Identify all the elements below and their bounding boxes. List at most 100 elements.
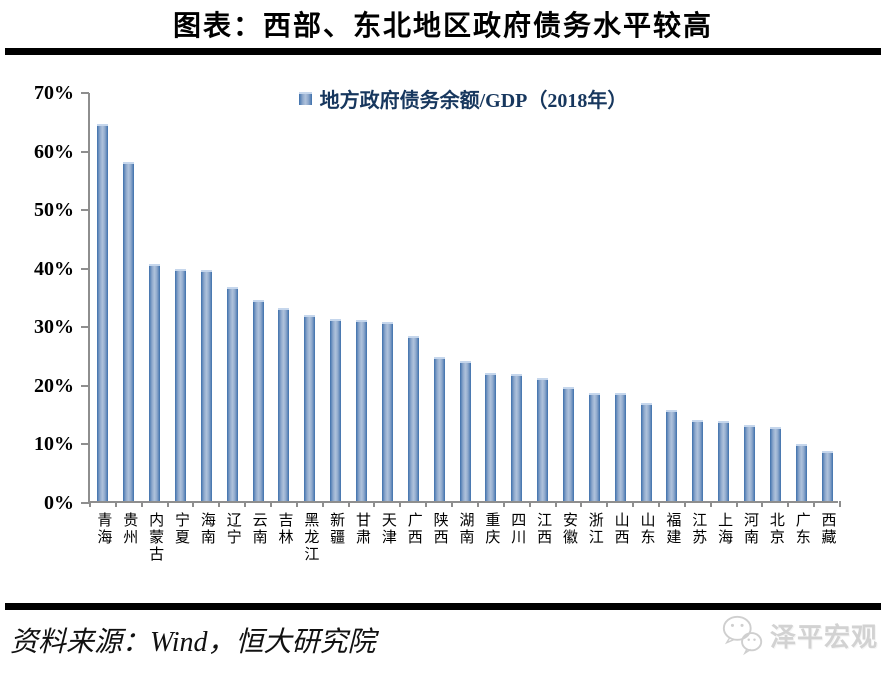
- x-axis-tick: [373, 501, 376, 507]
- bar: [459, 361, 471, 501]
- x-axis-tick: [347, 501, 350, 507]
- legend-square-icon: [298, 92, 312, 105]
- x-category-label: 北京: [762, 512, 788, 546]
- bar: [381, 322, 393, 501]
- x-category-label: 贵州: [116, 512, 142, 546]
- x-axis-tick: [476, 501, 479, 507]
- x-category-label-text: 西藏: [819, 512, 836, 546]
- bar: [666, 410, 678, 501]
- x-category-label-text: 四川: [509, 512, 526, 546]
- x-category-label: 青海: [90, 512, 116, 546]
- x-category-label: 内蒙古: [142, 512, 168, 563]
- x-axis-tick: [761, 501, 764, 507]
- x-category-label-text: 广西: [405, 512, 422, 546]
- y-axis-tick: [81, 150, 89, 153]
- x-category-label-text: 黑龙江: [302, 512, 319, 563]
- x-category-label-text: 新疆: [328, 512, 345, 546]
- plot-area: 0% 10% 20% 30% 40% 50% 60% 70% 青海 贵州 内蒙古 宁夏 海南 辽宁 云南 吉林…: [34, 83, 841, 563]
- wechat-bubbles-icon: [722, 615, 763, 656]
- x-category-label-text: 湖南: [457, 512, 474, 546]
- x-axis-tick: [709, 501, 712, 507]
- bottom-divider: [5, 603, 881, 610]
- x-axis-tick: [528, 501, 531, 507]
- x-category-label: 黑龙江: [297, 512, 323, 563]
- bar: [97, 123, 109, 501]
- y-axis-tick-label: 10%: [34, 433, 74, 456]
- x-category-label: 西藏: [814, 512, 840, 546]
- x-category-label: 云南: [245, 512, 271, 546]
- x-category-label: 山东: [633, 512, 659, 546]
- bar: [640, 402, 652, 501]
- x-category-label-text: 内蒙古: [147, 512, 164, 563]
- x-category-label: 广西: [400, 512, 426, 546]
- x-category-label: 重庆: [478, 512, 504, 546]
- bar: [304, 314, 316, 501]
- y-axis-tick: [81, 502, 89, 504]
- x-axis-tick: [502, 501, 505, 507]
- x-category-label: 陕西: [426, 512, 452, 546]
- y-axis-tick-label: 30%: [34, 316, 74, 339]
- x-category-label: 吉林: [271, 512, 297, 546]
- x-axis-tick: [580, 501, 583, 507]
- x-category-label-text: 上海: [716, 512, 733, 546]
- y-axis-tick-label: 0%: [44, 492, 74, 514]
- x-category-label-text: 江苏: [690, 512, 707, 546]
- x-category-label-text: 广东: [793, 512, 810, 546]
- x-axis-tick: [657, 501, 660, 507]
- x-axis-tick: [813, 501, 816, 507]
- bar: [123, 161, 135, 501]
- x-axis-tick: [632, 501, 635, 507]
- bar: [433, 356, 445, 501]
- x-category-label-text: 云南: [250, 512, 267, 546]
- brand-logo: 泽平宏观: [720, 612, 878, 658]
- bar: [511, 373, 523, 501]
- bar: [485, 373, 497, 501]
- x-category-label: 天津: [374, 512, 400, 546]
- x-category-label-text: 陕西: [431, 512, 448, 546]
- bar: [149, 263, 161, 501]
- bar: [356, 320, 368, 501]
- x-category-label: 安徽: [556, 512, 582, 546]
- x-category-label: 新疆: [323, 512, 349, 546]
- chart-title: 图表：西部、东北地区政府债务水平较高: [172, 11, 713, 42]
- y-axis-tick: [81, 384, 89, 387]
- x-category-label: 海南: [193, 512, 219, 546]
- bar: [562, 386, 574, 501]
- x-axis-tick: [606, 501, 609, 507]
- bar: [795, 444, 807, 501]
- x-category-label: 福建: [659, 512, 685, 546]
- x-axis-tick: [270, 501, 273, 507]
- x-category-label: 江西: [530, 512, 556, 546]
- x-axis-tick: [321, 501, 324, 507]
- x-category-label: 四川: [504, 512, 530, 546]
- bar: [330, 318, 342, 501]
- x-axis-tick: [554, 501, 557, 507]
- x-category-label-text: 江西: [535, 512, 552, 546]
- bar: [407, 336, 419, 501]
- top-divider: [5, 48, 881, 55]
- x-category-label: 江苏: [685, 512, 711, 546]
- y-axis-tick: [81, 92, 89, 94]
- x-axis-tick: [735, 501, 738, 507]
- x-category-label-text: 辽宁: [224, 512, 241, 546]
- x-category-label-text: 北京: [767, 512, 784, 546]
- x-category-label: 湖南: [452, 512, 478, 546]
- y-axis-tick: [81, 209, 89, 212]
- x-category-label-text: 青海: [95, 512, 112, 546]
- y-axis-tick-label: 70%: [34, 82, 74, 104]
- bar: [200, 270, 212, 501]
- x-category-label-text: 安徽: [560, 512, 577, 546]
- bar: [252, 300, 264, 501]
- x-category-label-text: 山东: [638, 512, 655, 546]
- x-category-label-text: 重庆: [483, 512, 500, 546]
- x-category-label: 山西: [607, 512, 633, 546]
- x-axis-tick: [683, 501, 686, 507]
- y-axis-tick-label: 50%: [34, 199, 74, 222]
- brand-logo-text: 泽平宏观: [769, 622, 878, 652]
- x-category-label: 宁夏: [168, 512, 194, 546]
- x-axis-tick: [114, 501, 117, 507]
- x-axis-tick: [399, 501, 402, 507]
- x-axis-tick: [451, 501, 454, 507]
- bar: [821, 451, 833, 501]
